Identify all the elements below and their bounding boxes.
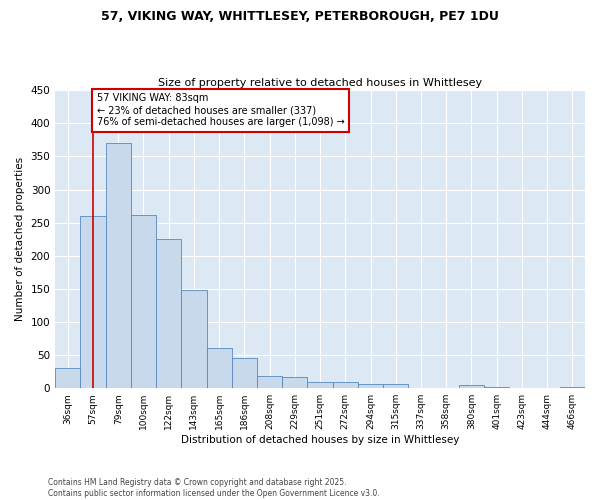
- Bar: [282, 377, 307, 388]
- Bar: [232, 358, 257, 388]
- X-axis label: Distribution of detached houses by size in Whittlesey: Distribution of detached houses by size …: [181, 435, 459, 445]
- Bar: [383, 384, 409, 388]
- Text: 57, VIKING WAY, WHITTLESEY, PETERBOROUGH, PE7 1DU: 57, VIKING WAY, WHITTLESEY, PETERBOROUGH…: [101, 10, 499, 23]
- Bar: [156, 238, 181, 388]
- Bar: [131, 214, 156, 388]
- Y-axis label: Number of detached properties: Number of detached properties: [15, 157, 25, 322]
- Bar: [484, 387, 509, 388]
- Bar: [560, 387, 585, 388]
- Bar: [459, 385, 484, 388]
- Bar: [55, 368, 80, 388]
- Bar: [358, 384, 383, 388]
- Bar: [206, 348, 232, 388]
- Bar: [257, 376, 282, 388]
- Bar: [307, 382, 332, 388]
- Bar: [80, 216, 106, 388]
- Title: Size of property relative to detached houses in Whittlesey: Size of property relative to detached ho…: [158, 78, 482, 88]
- Bar: [332, 382, 358, 388]
- Text: 57 VIKING WAY: 83sqm
← 23% of detached houses are smaller (337)
76% of semi-deta: 57 VIKING WAY: 83sqm ← 23% of detached h…: [97, 94, 344, 126]
- Bar: [181, 290, 206, 388]
- Text: Contains HM Land Registry data © Crown copyright and database right 2025.
Contai: Contains HM Land Registry data © Crown c…: [48, 478, 380, 498]
- Bar: [106, 143, 131, 388]
